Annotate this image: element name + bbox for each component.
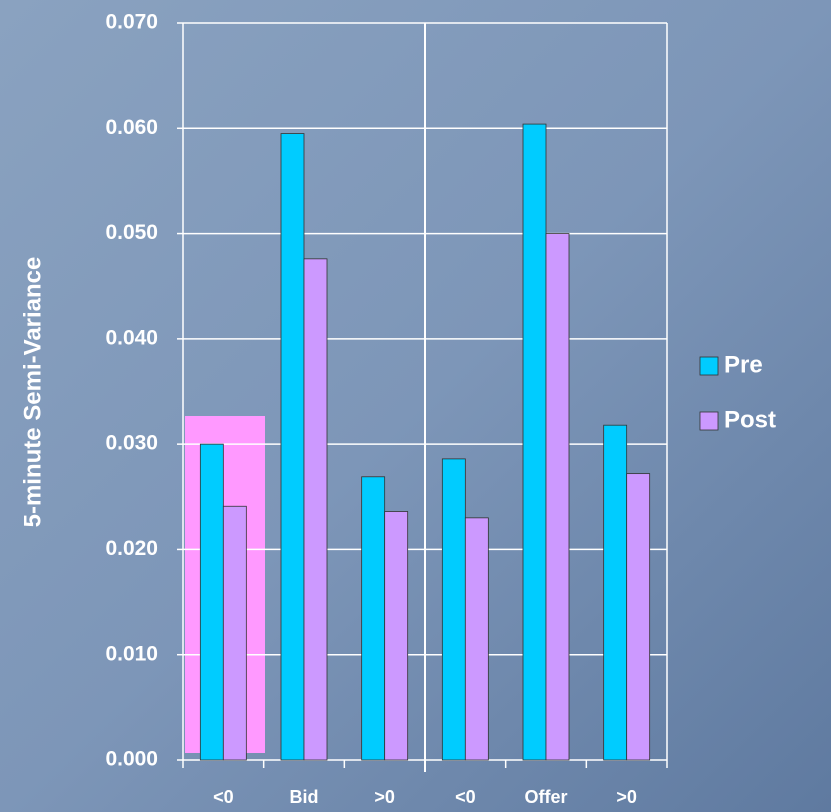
x-tick-label: <0 xyxy=(213,787,234,807)
x-tick-label: <0 xyxy=(455,787,476,807)
bar xyxy=(546,234,569,760)
legend-label: Pre xyxy=(724,351,763,378)
bar xyxy=(442,459,465,760)
bar xyxy=(223,506,246,760)
legend-label: Post xyxy=(724,406,776,433)
x-tick-label: >0 xyxy=(374,787,395,807)
y-tick-label: 0.060 xyxy=(105,116,158,139)
y-tick-label: 0.040 xyxy=(105,326,158,349)
y-tick-label: 0.030 xyxy=(105,432,158,455)
bar xyxy=(200,444,223,760)
y-tick-label: 0.000 xyxy=(105,748,158,771)
bar xyxy=(523,124,546,760)
y-axis-label: 5-minute Semi-Variance xyxy=(19,257,46,528)
y-tick-label: 0.070 xyxy=(105,11,158,34)
bar xyxy=(385,512,408,760)
bar xyxy=(304,259,327,760)
x-tick-label: >0 xyxy=(616,787,637,807)
bar xyxy=(604,425,627,760)
x-tick-label: Bid xyxy=(290,787,319,807)
bar xyxy=(465,518,488,760)
y-tick-label: 0.010 xyxy=(105,642,158,665)
bar xyxy=(281,134,304,760)
chart: 5-minute Semi-Variance 0.000 0.010 0.020 0.… xyxy=(0,0,831,812)
y-tick-label: 0.050 xyxy=(105,221,158,244)
y-tick-label: 0.020 xyxy=(105,537,158,560)
bar xyxy=(627,474,650,760)
bar xyxy=(362,477,385,760)
x-tick-label: Offer xyxy=(524,787,567,807)
legend-swatch xyxy=(700,357,718,375)
legend-swatch xyxy=(700,412,718,430)
